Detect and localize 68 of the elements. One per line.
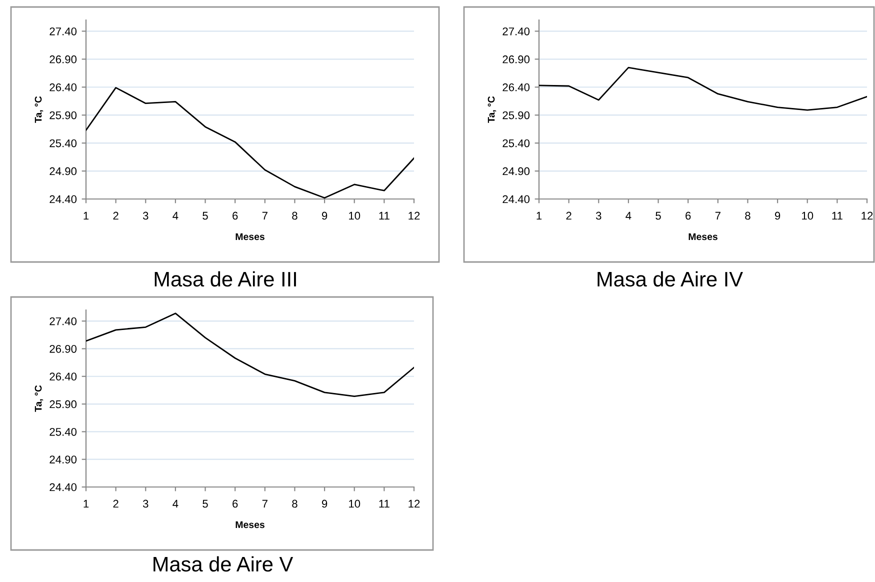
x-tick-label: 5 <box>656 212 661 220</box>
x-tick-label: 12 <box>408 500 420 508</box>
y-tick-label: 26.90 <box>50 55 77 64</box>
x-tick-label: 9 <box>322 500 328 508</box>
y-tick-label: 25.40 <box>502 139 530 148</box>
x-axis-title: Meses <box>688 233 718 240</box>
text: Masa de Aire V <box>154 556 294 572</box>
x-tick-label: 4 <box>172 500 178 508</box>
x-tick-label: 3 <box>142 500 148 508</box>
x-tick-label: 8 <box>292 500 298 508</box>
x-tick-label: 8 <box>745 212 750 220</box>
text: Masa de Aire III <box>154 271 296 287</box>
y-tick-label: 25.40 <box>50 428 77 436</box>
line-series <box>86 312 414 397</box>
x-tick-label: 2 <box>566 212 572 220</box>
y-tick-label: 24.40 <box>50 483 77 492</box>
x-tick-label: 11 <box>379 212 390 220</box>
x-tick-label: 11 <box>832 212 842 220</box>
x-tick-label: 2 <box>113 212 118 220</box>
x-tick-label: 6 <box>232 212 238 220</box>
line-series <box>539 66 867 111</box>
x-tick-label: 1 <box>84 500 89 508</box>
y-axis-title: Ta, °C <box>34 385 44 412</box>
y-tick-label: 26.40 <box>50 83 77 92</box>
y-tick-label: 25.90 <box>50 111 77 120</box>
x-tick-label: 6 <box>232 500 238 508</box>
x-tick-label: 7 <box>262 212 268 220</box>
x-tick-label: 5 <box>202 212 208 220</box>
x-tick-label: 1 <box>84 212 89 220</box>
y-tick-label: 24.90 <box>50 456 77 464</box>
y-tick-label: 26.40 <box>50 372 77 381</box>
x-tick-label: 11 <box>379 500 390 508</box>
y-tick-label: 25.90 <box>50 400 77 408</box>
x-tick-label: 8 <box>292 212 298 220</box>
y-tick-label: 24.90 <box>502 167 530 176</box>
y-tick-label: 26.90 <box>50 344 77 353</box>
y-tick-label: 27.40 <box>50 27 77 36</box>
y-tick-label: 24.40 <box>502 195 530 204</box>
x-tick-label: 4 <box>626 212 632 220</box>
y-tick-label: 24.90 <box>50 167 77 176</box>
y-tick-label: 27.40 <box>502 27 530 36</box>
x-tick-label: 7 <box>715 212 720 220</box>
x-tick-label: 7 <box>262 500 268 508</box>
y-tick-label: 25.90 <box>502 111 530 120</box>
x-tick-label: 12 <box>408 212 420 220</box>
x-tick-label: 3 <box>596 212 602 220</box>
x-tick-label: 4 <box>172 212 178 220</box>
x-tick-label: 9 <box>774 212 780 220</box>
x-axis-title: Meses <box>236 233 264 240</box>
x-tick-label: 5 <box>202 500 208 508</box>
x-tick-label: 10 <box>349 212 360 220</box>
y-axis-title: Ta, °C <box>488 96 496 123</box>
y-tick-label: 26.90 <box>502 55 530 64</box>
x-tick-label: 3 <box>142 212 148 220</box>
x-tick-label: 12 <box>862 212 873 220</box>
x-tick-label: 6 <box>686 212 691 220</box>
y-tick-label: 24.40 <box>50 195 77 204</box>
x-axis-title: Meses <box>236 521 264 528</box>
y-axis-title: Ta, °C <box>34 96 44 123</box>
x-tick-label: 10 <box>349 500 360 508</box>
x-tick-label: 9 <box>322 212 328 220</box>
x-tick-label: 1 <box>536 212 542 220</box>
x-tick-label: 10 <box>802 212 814 220</box>
x-tick-label: 2 <box>113 500 118 508</box>
y-tick-label: 27.40 <box>50 317 77 326</box>
y-tick-label: 26.40 <box>502 83 530 92</box>
text: Masa de Aire IV <box>598 271 743 287</box>
y-tick-label: 25.40 <box>50 139 77 148</box>
